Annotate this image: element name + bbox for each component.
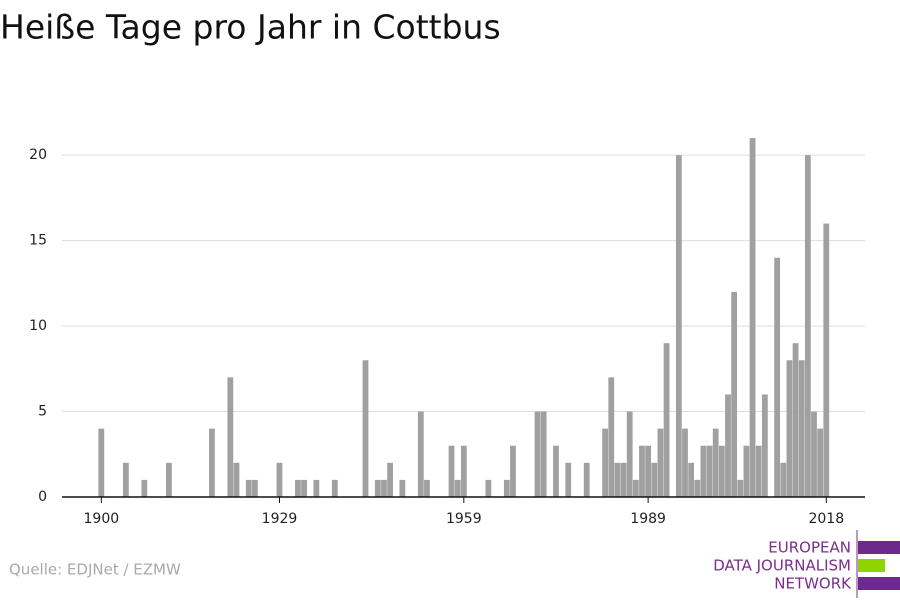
bar	[712, 428, 719, 497]
bar	[620, 462, 627, 497]
bar	[786, 360, 793, 497]
bar	[540, 411, 547, 497]
bar	[387, 462, 393, 497]
bar	[614, 462, 621, 497]
bar	[166, 462, 172, 497]
bar	[663, 343, 670, 497]
bar	[626, 411, 633, 497]
bar	[688, 462, 695, 497]
bar	[362, 360, 369, 497]
bar	[780, 462, 787, 497]
bar	[417, 411, 424, 497]
logo: EUROPEAN DATA JOURNALISM NETWORK	[713, 530, 900, 598]
bar	[675, 155, 682, 497]
bar	[798, 360, 805, 497]
logo-bar	[858, 577, 900, 590]
bar	[381, 479, 387, 497]
bar	[657, 428, 664, 497]
bar	[295, 479, 301, 497]
bar	[700, 445, 707, 497]
bar	[399, 479, 406, 497]
y-tick-label: 10	[29, 318, 47, 334]
bar	[804, 155, 811, 497]
bar	[749, 138, 756, 497]
bar	[725, 394, 731, 497]
bar	[682, 428, 688, 497]
bar	[331, 479, 338, 497]
bar	[718, 445, 725, 497]
bar	[639, 445, 645, 497]
bar	[313, 479, 320, 497]
bar	[276, 462, 283, 497]
x-tick-label: 1929	[262, 511, 298, 527]
bar	[454, 479, 461, 497]
bar	[645, 445, 652, 497]
bar	[817, 428, 824, 497]
bar	[485, 479, 492, 497]
logo-text: EUROPEAN	[768, 539, 851, 557]
bar	[743, 445, 750, 497]
logo-text: NETWORK	[774, 575, 852, 593]
bar	[233, 462, 240, 497]
bar	[227, 377, 234, 497]
bar	[301, 479, 307, 497]
x-tick-label: 1989	[630, 511, 666, 527]
bar	[706, 445, 713, 497]
bar	[792, 343, 799, 497]
bar	[448, 445, 455, 497]
bar	[252, 479, 258, 497]
logo-text: DATA JOURNALISM	[713, 557, 851, 575]
bar	[694, 479, 701, 497]
bar	[602, 428, 609, 497]
bar	[98, 428, 105, 497]
bar	[565, 462, 572, 497]
bar	[510, 445, 516, 497]
bar	[245, 479, 252, 497]
bar	[209, 428, 215, 497]
bar	[123, 462, 129, 497]
bar	[374, 479, 381, 497]
bar	[141, 479, 148, 497]
y-tick-label: 15	[29, 233, 47, 249]
bar	[737, 479, 744, 497]
x-tick-label: 2018	[808, 511, 844, 527]
bar	[424, 479, 430, 497]
bar	[608, 377, 615, 497]
bar	[811, 411, 817, 497]
logo-bar	[858, 541, 900, 554]
chart-title: Heiße Tage pro Jahr in Cottbus	[0, 8, 501, 47]
bar	[553, 445, 559, 497]
logo-bar	[858, 559, 885, 572]
x-tick-label: 1900	[84, 511, 120, 527]
bar	[632, 479, 639, 497]
bar	[774, 257, 781, 497]
y-tick-label: 0	[38, 489, 47, 505]
source: Quelle: EDJNet / EZMW	[9, 561, 181, 579]
bar	[823, 223, 830, 497]
bar	[583, 462, 590, 497]
y-tick-label: 5	[38, 404, 47, 420]
bar	[460, 445, 467, 497]
y-tick-label: 20	[29, 147, 47, 163]
bar	[755, 445, 762, 497]
bar	[761, 394, 768, 497]
x-tick-label: 1959	[446, 511, 482, 527]
bar	[731, 291, 738, 497]
bar	[503, 479, 510, 497]
bar	[534, 411, 541, 497]
bar	[651, 462, 658, 497]
